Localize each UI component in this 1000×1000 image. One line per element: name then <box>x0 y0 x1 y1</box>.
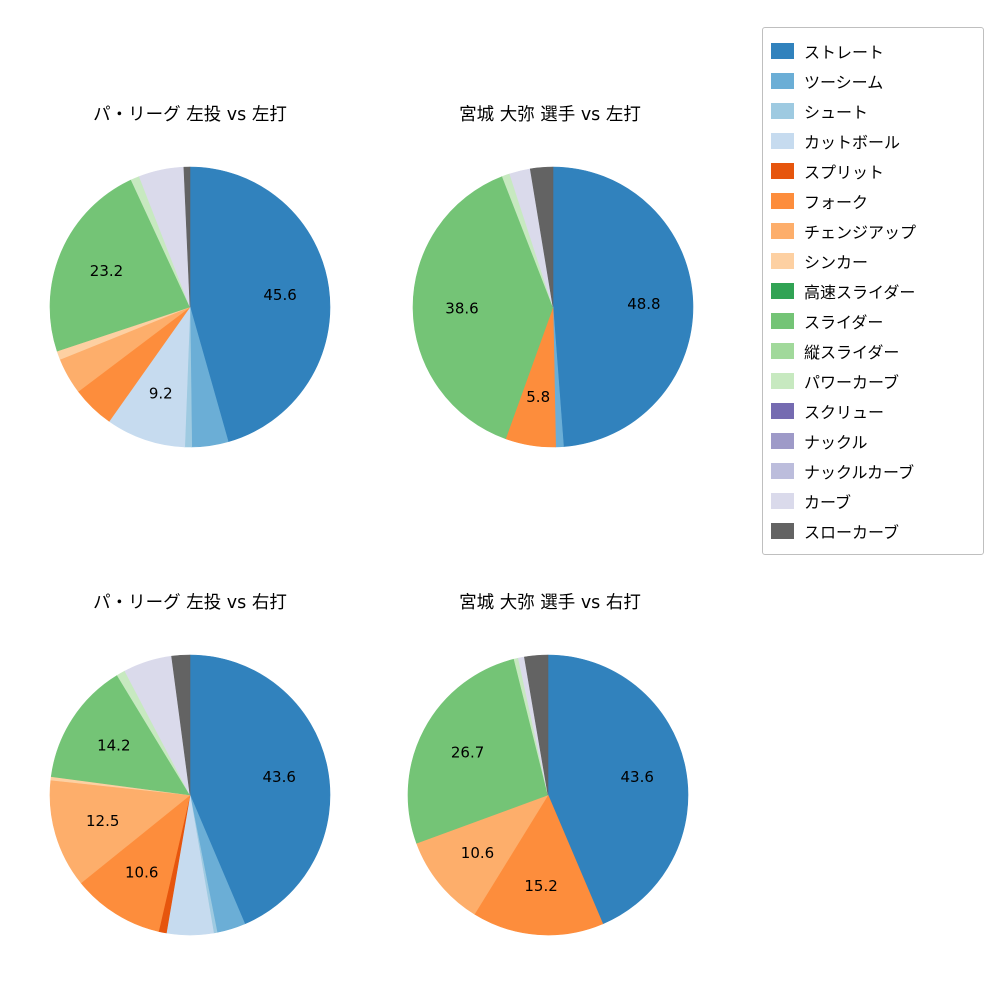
legend-swatch <box>771 163 794 179</box>
pie-slice-3 <box>407 658 549 844</box>
pie-slice-5 <box>80 794 191 932</box>
pie-value-label: 12.5 <box>86 812 119 830</box>
pie-value-label: 43.6 <box>620 768 653 786</box>
pie-slice-0 <box>189 166 331 442</box>
legend-item-16: スローカーブ <box>771 516 975 546</box>
pie-value-label: 45.6 <box>263 286 296 304</box>
legend-list: ストレートツーシームシュートカットボール スプリットフォークチェンジアップ シンカー… <box>771 36 975 546</box>
pie-chart-pa-lhp-vs-rhb: 43.6 10.6 12.5 14.2 <box>49 654 331 936</box>
legend-swatch <box>771 253 794 269</box>
legend-label: ナックル <box>804 433 868 452</box>
legend-swatch <box>771 73 794 89</box>
legend-item-15: カーブ <box>771 486 975 516</box>
legend-item-5: フォーク <box>771 186 975 216</box>
legend-swatch <box>771 103 794 119</box>
legend-item-14: ナックルカーブ <box>771 456 975 486</box>
legend-swatch <box>771 133 794 149</box>
legend-swatch <box>771 433 794 449</box>
legend-swatch <box>771 43 794 59</box>
pie-value-label: 10.6 <box>125 863 158 881</box>
title-pa-lhp-vs-rhb: パ・リーグ 左投 vs 右打 <box>93 593 287 613</box>
legend-item-11: パワーカーブ <box>771 366 975 396</box>
legend-swatch <box>771 523 794 539</box>
legend-item-8: 高速スライダー <box>771 276 975 306</box>
legend-label: 縦スライダー <box>804 343 900 362</box>
legend-label: チェンジアップ <box>804 223 917 242</box>
pie-slice-6 <box>524 654 549 796</box>
pie-slice-0 <box>189 654 331 925</box>
legend-swatch <box>771 463 794 479</box>
pie-slice-0 <box>547 654 689 925</box>
pie-value-label: 43.6 <box>262 768 295 786</box>
pie-value-label: 48.8 <box>627 295 660 313</box>
legend-item-2: シュート <box>771 96 975 126</box>
legend-label: シュート <box>804 103 869 122</box>
legend-label: カーブ <box>804 493 852 512</box>
legend-label: スローカーブ <box>804 523 900 542</box>
legend-label: 高速スライダー <box>804 283 916 302</box>
legend-swatch <box>771 373 794 389</box>
legend-label: スクリュー <box>804 403 885 422</box>
legend-label: カットボール <box>804 133 901 152</box>
title-pa-lhp-vs-lhb: パ・リーグ 左投 vs 左打 <box>93 105 287 125</box>
legend-item-0: ストレート <box>771 36 975 66</box>
pie-slice-8 <box>50 675 191 796</box>
legend-item-9: スライダー <box>771 306 975 336</box>
legend-label: ツーシーム <box>804 73 884 92</box>
legend-item-4: スプリット <box>771 156 975 186</box>
pie-slice-2 <box>416 794 549 915</box>
legend-label: ストレート <box>804 43 885 62</box>
legend-label: シンカー <box>804 253 869 272</box>
pie-slice-6 <box>529 166 554 308</box>
legend-swatch <box>771 223 794 239</box>
pie-value-label: 38.6 <box>445 299 478 317</box>
title-miyagi-vs-lhb: 宮城 大弥 選手 vs 左打 <box>459 105 641 125</box>
legend: ストレートツーシームシュートカットボール スプリットフォークチェンジアップ シンカー… <box>762 27 984 555</box>
pie-value-label: 26.7 <box>451 744 484 762</box>
legend-swatch <box>771 343 794 359</box>
pie-slice-1 <box>474 794 604 936</box>
legend-item-13: ナックル <box>771 426 975 456</box>
pie-slice-11 <box>171 654 191 796</box>
pie-slice-7 <box>49 179 191 352</box>
legend-swatch <box>771 283 794 299</box>
legend-swatch <box>771 193 794 209</box>
pie-chart-miyagi-vs-rhb: 43.6 15.2 10.6 26.7 <box>407 654 689 936</box>
legend-item-12: スクリュー <box>771 396 975 426</box>
legend-label: ナックルカーブ <box>804 463 915 482</box>
pie-value-label: 9.2 <box>149 384 173 402</box>
legend-item-6: チェンジアップ <box>771 216 975 246</box>
pie-slice-3 <box>108 306 191 448</box>
legend-swatch <box>771 313 794 329</box>
pie-value-label: 23.2 <box>90 262 123 280</box>
pie-chart-pa-lhp-vs-lhb: 45.6 9.2 23.2 <box>49 166 331 448</box>
legend-item-10: 縦スライダー <box>771 336 975 366</box>
legend-item-7: シンカー <box>771 246 975 276</box>
legend-label: スプリット <box>804 163 885 182</box>
pie-chart-miyagi-vs-lhb: 48.8 5.8 38.6 <box>412 166 694 448</box>
pie-value-label: 14.2 <box>97 737 130 755</box>
pie-slice-3 <box>412 176 554 440</box>
pie-slice-10 <box>183 166 191 308</box>
legend-item-1: ツーシーム <box>771 66 975 96</box>
pie-value-label: 10.6 <box>461 844 494 862</box>
pie-value-label: 5.8 <box>526 388 550 406</box>
legend-item-3: カットボール <box>771 126 975 156</box>
title-miyagi-vs-rhb: 宮城 大弥 選手 vs 右打 <box>459 593 641 613</box>
legend-label: パワーカーブ <box>804 373 900 392</box>
legend-swatch <box>771 493 794 509</box>
pie-slice-6 <box>49 779 191 884</box>
pie-value-label: 15.2 <box>524 877 557 895</box>
legend-label: スライダー <box>804 313 884 332</box>
legend-swatch <box>771 403 794 419</box>
pie-slice-0 <box>552 166 694 447</box>
legend-label: フォーク <box>804 193 869 212</box>
